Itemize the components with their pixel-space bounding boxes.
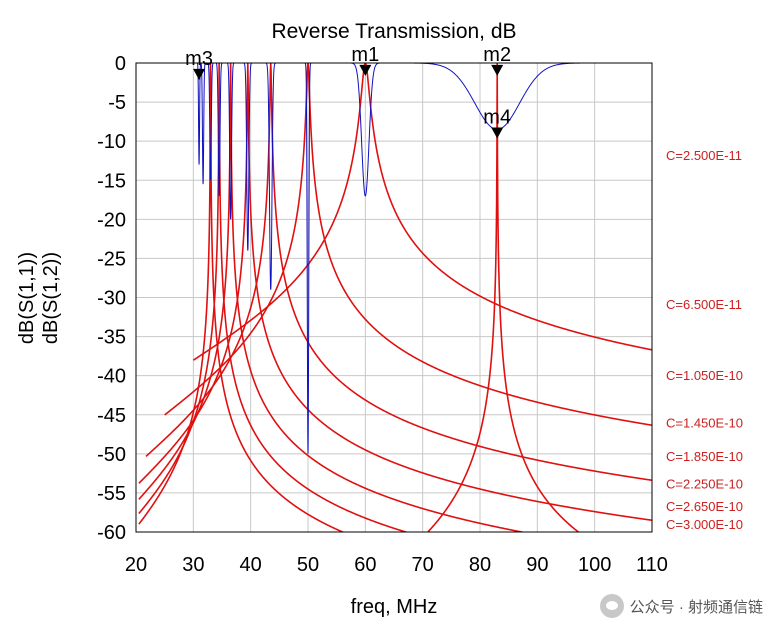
y-tick-label: -50 <box>97 444 126 466</box>
y-axis-label-s11: dB(S(1,1)) <box>16 252 38 344</box>
marker-label: m3 <box>185 48 213 70</box>
x-tick-label: 20 <box>125 554 147 576</box>
y-tick-label: 0 <box>115 53 126 75</box>
x-tick-label: 100 <box>578 554 611 576</box>
grid <box>136 63 652 532</box>
y-tick-label: -5 <box>108 92 126 114</box>
x-axis-label: freq, MHz <box>351 596 438 618</box>
s12-curve <box>138 63 409 532</box>
x-tick-label: 50 <box>297 554 319 576</box>
curve-label: C=1.850E-10 <box>666 449 743 464</box>
y-tick-label: -45 <box>97 405 126 427</box>
tick-labels: 20 30 40 50 60 70 80 90 100 110 0 -5 -10 -15 -20 -25 -30… <box>97 53 668 576</box>
markers: m1 m2 m3 m4 <box>185 44 511 139</box>
x-tick-label: 90 <box>526 554 548 576</box>
chart-title: Reverse Transmission, dB <box>271 20 516 43</box>
y-tick-label: -30 <box>97 288 126 310</box>
y-tick-label: -15 <box>97 170 126 192</box>
curve-label: C=3.000E-10 <box>666 517 743 532</box>
x-tick-label: 80 <box>469 554 491 576</box>
x-tick-label: 30 <box>182 554 204 576</box>
curve-label: C=2.650E-10 <box>666 499 743 514</box>
curve-label: C=1.450E-10 <box>666 416 743 431</box>
curve-labels: C=2.500E-11 C=6.500E-11 C=1.050E-10 C=1.450… <box>666 148 743 532</box>
x-tick-label: 110 <box>636 554 668 576</box>
curve-label: C=1.050E-10 <box>666 368 743 383</box>
wechat-icon <box>599 594 624 618</box>
s12-curve <box>138 63 345 532</box>
curve-label: C=2.250E-10 <box>666 477 743 492</box>
y-tick-label: -35 <box>97 327 126 349</box>
s12-curve <box>164 63 652 426</box>
marker-triangle <box>491 127 504 139</box>
x-tick-label: 60 <box>354 554 376 576</box>
marker-label: m1 <box>351 44 379 66</box>
curve-label: C=6.500E-11 <box>666 297 742 312</box>
y-tick-label: -20 <box>97 209 126 231</box>
marker-label: m4 <box>483 106 511 128</box>
marker-triangle <box>193 68 206 80</box>
y-tick-label: -60 <box>97 522 126 544</box>
s12-curve <box>138 63 526 532</box>
y-tick-label: -10 <box>97 131 126 153</box>
marker-triangle <box>491 64 504 76</box>
y-tick-label: -55 <box>97 483 126 505</box>
x-tick-label: 70 <box>412 554 434 576</box>
plot-frame <box>135 62 653 533</box>
y-tick-label: -40 <box>97 366 126 388</box>
marker-label: m2 <box>483 44 511 66</box>
watermark: 公众号 · 射频通信链 <box>599 594 763 618</box>
marker-triangle <box>359 64 372 76</box>
y-axis-label-s12: dB(S(1,2)) <box>40 252 62 344</box>
y-tick-label: -25 <box>97 248 126 270</box>
curve-label: C=2.500E-11 <box>666 148 742 163</box>
x-tick-label: 40 <box>240 554 262 576</box>
s12-curve <box>426 63 580 532</box>
s12-curve <box>138 63 652 522</box>
watermark-text: 公众号 · 射频通信链 <box>629 598 763 616</box>
s12-curve <box>192 63 652 361</box>
